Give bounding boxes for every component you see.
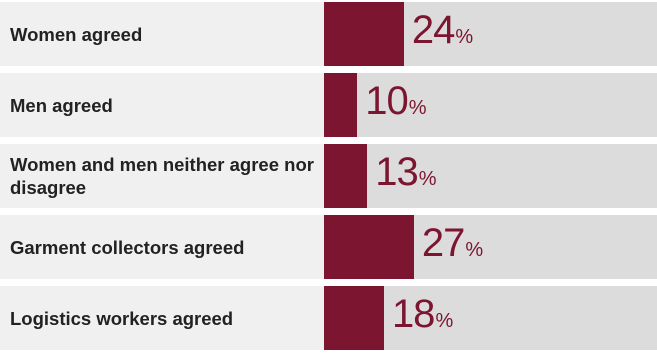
category-label: Women and men neither agree nor disagree [10,154,314,198]
value-number: 10 [365,79,408,123]
bar-track: 18% [324,286,657,350]
value-label: 10% [365,73,426,137]
chart-row: Women agreed 24% [0,2,657,66]
value-number: 27 [421,221,465,265]
value-number: 24 [411,8,455,52]
value-label: 18% [392,286,453,350]
value-unit: % [418,168,437,190]
bar [324,2,404,66]
bar-track: 24% [324,2,657,66]
value-unit: % [455,26,474,48]
category-label: Women agreed [10,23,143,45]
bar [324,286,384,350]
value-label: 27% [422,215,483,279]
category-label: Logistics workers agreed [10,307,234,329]
value-unit: % [435,310,454,332]
value-unit: % [408,97,427,119]
chart-row: Men agreed 10% [0,73,657,137]
category-label: Men agreed [10,94,113,116]
value-label: 13% [375,144,436,208]
bar-track: 13% [324,144,657,208]
chart-row: Garment collectors agreed 27% [0,215,657,279]
bar [324,215,414,279]
chart-row: Logistics workers agreed 18% [0,286,657,350]
category-label: Garment collectors agreed [10,236,245,258]
bar-track: 27% [324,215,657,279]
bar-track: 10% [324,73,657,137]
chart-row: Women and men neither agree nor disagree… [0,144,657,208]
value-number: 18 [391,292,435,336]
bar [324,144,368,208]
value-unit: % [465,239,484,261]
value-number: 13 [375,150,418,194]
value-label: 24% [412,2,473,66]
bar [324,73,358,137]
